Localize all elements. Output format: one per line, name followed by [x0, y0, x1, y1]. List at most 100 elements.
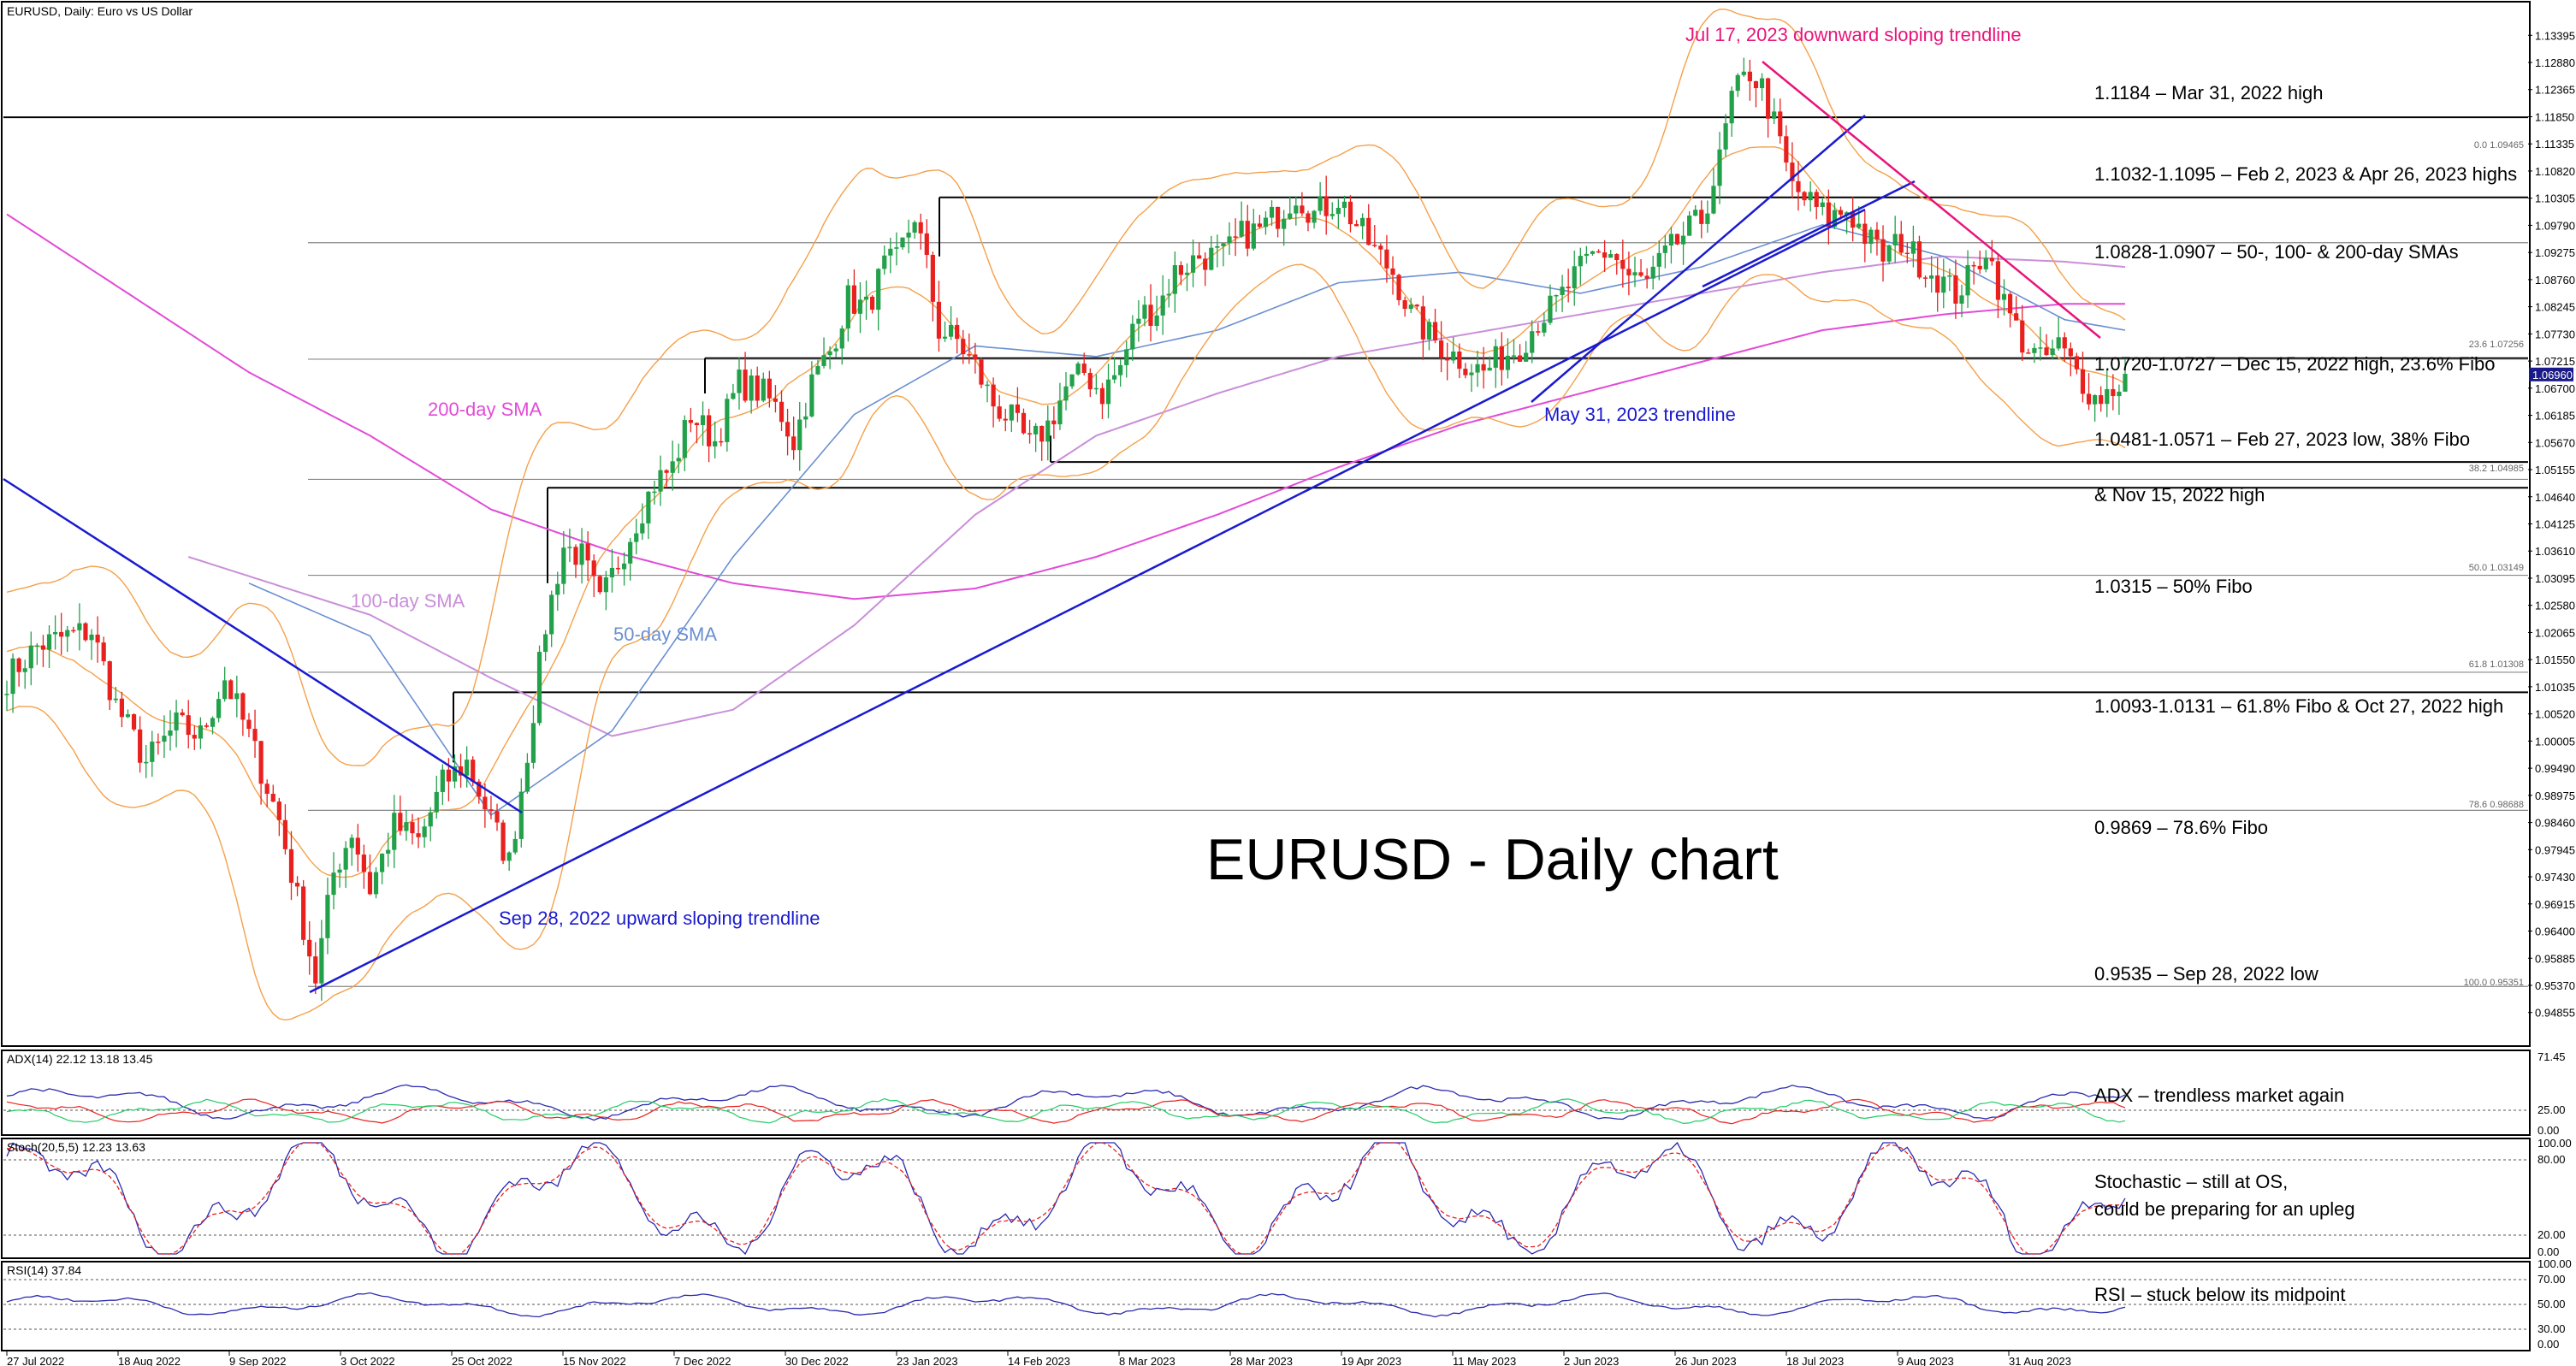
candle [1524, 340, 1529, 362]
candle-body [688, 420, 693, 423]
candle-body [2050, 348, 2055, 356]
candle-body [1916, 241, 1922, 278]
candle [1517, 344, 1523, 363]
stoch-tick-100: 100.00 [2538, 1137, 2572, 1150]
candle [1166, 279, 1171, 308]
candle-body [1347, 201, 1353, 225]
price-tick-label: 1.12880 [2535, 56, 2575, 69]
candle [2117, 384, 2122, 415]
candle-body [258, 741, 264, 784]
candle [646, 491, 651, 540]
candle [924, 219, 929, 269]
candle-body [1796, 180, 1801, 192]
candle [398, 795, 403, 836]
candle [1487, 356, 1492, 371]
level-label-1032: 1.1032-1.1095 – Feb 2, 2023 & Apr 26, 20… [2094, 163, 2517, 185]
candle [125, 709, 131, 718]
candle [77, 603, 82, 651]
candle [1674, 234, 1680, 245]
candle [361, 844, 366, 890]
candle-body [1880, 239, 1886, 262]
candle [1021, 408, 1027, 435]
candle [46, 625, 52, 668]
candle-body [936, 301, 942, 339]
candle [1432, 308, 1438, 344]
fibo-tag-50: 50.0 1.03149 [2469, 563, 2524, 573]
candle-body [803, 416, 808, 420]
candle [500, 819, 506, 865]
candle [1650, 255, 1655, 290]
candle [2050, 340, 2055, 360]
candle-body [252, 729, 258, 742]
candle-body [664, 470, 669, 473]
candle [1729, 86, 1734, 137]
candle-body [494, 811, 500, 823]
candle-body [1445, 358, 1450, 361]
level-label-0315: 1.0315 – 50% Fibo [2094, 576, 2253, 597]
adx-header: ADX(14) 22.12 13.18 13.45 [7, 1052, 153, 1066]
price-tick-label: 1.00520 [2535, 708, 2575, 721]
candle [380, 853, 385, 884]
candle-body [1233, 236, 1238, 238]
level-label-0093: 1.0093-1.0131 – 61.8% Fibo & Oct 27, 202… [2094, 695, 2503, 717]
candle [1868, 227, 1874, 254]
candle-body [761, 378, 766, 401]
candle-body [240, 693, 246, 720]
candle-body [28, 645, 33, 669]
candle-body [1069, 374, 1075, 387]
candle-body [1596, 251, 1602, 253]
candle [1542, 312, 1547, 337]
candle-body [465, 760, 470, 776]
candle [1288, 196, 1293, 221]
candle [1015, 387, 1021, 423]
level-label-nov15: & Nov 15, 2022 high [2094, 484, 2265, 506]
candle-body [1989, 257, 1994, 262]
trendline-sep-2022 [309, 208, 1866, 994]
candle [477, 778, 482, 804]
sma100-label: 100-day SMA [351, 590, 465, 612]
candle [34, 642, 39, 665]
candle [1160, 275, 1165, 335]
candle [1197, 242, 1202, 259]
candle-body [1687, 216, 1692, 236]
candle-body [222, 680, 228, 700]
candle [83, 622, 88, 642]
price-tick-label: 1.09275 [2535, 246, 2575, 259]
candle-body [392, 813, 397, 850]
candle [1099, 382, 1105, 419]
candle [1499, 332, 1504, 386]
candle [900, 237, 905, 250]
candle [89, 629, 94, 660]
candle-body [1027, 433, 1033, 435]
candle [1093, 374, 1099, 395]
candle [731, 383, 736, 400]
candle [1378, 243, 1383, 265]
candle [1294, 196, 1299, 226]
candle [2007, 292, 2013, 328]
date-tick-label: 18 Jul 2023 [1786, 1355, 1844, 1366]
candle [1935, 257, 1940, 312]
price-tick-label: 1.12365 [2535, 84, 2575, 97]
candle-body [313, 956, 318, 984]
candle-body [483, 796, 488, 810]
candle [2111, 374, 2116, 411]
candle-body [948, 324, 954, 337]
candle [1680, 222, 1686, 265]
candle-body [930, 254, 935, 302]
candle-body [1353, 224, 1359, 227]
candle-body [1699, 210, 1704, 224]
candle-body [107, 661, 112, 701]
price-tick-label: 1.02580 [2535, 600, 2575, 612]
candle [313, 942, 318, 995]
candle-body [512, 838, 518, 853]
candle-body [755, 376, 760, 401]
candle-body [52, 631, 58, 635]
candle [1796, 161, 1801, 211]
fibo-tag-786: 78.6 0.98688 [2469, 800, 2524, 810]
candle-body [694, 423, 700, 426]
candle [40, 635, 46, 667]
stoch-signal-line [7, 1142, 2126, 1255]
candle-body [1015, 404, 1021, 413]
candle [797, 401, 802, 471]
